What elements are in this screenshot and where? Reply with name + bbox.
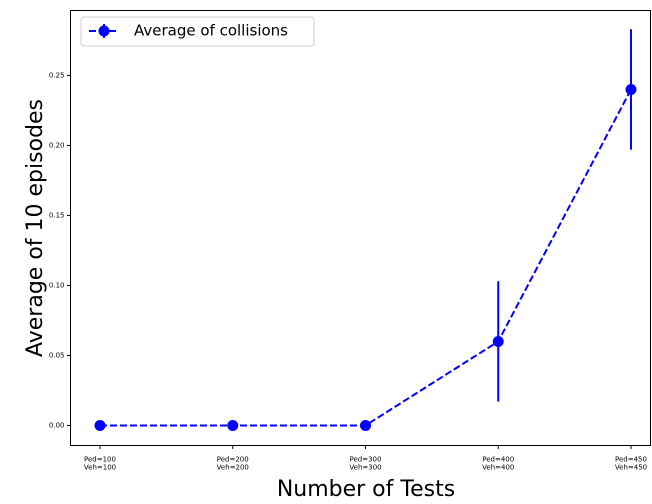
- y-tick-label: 0.20: [49, 141, 65, 149]
- marker: [492, 335, 504, 347]
- x-tick-label: Ped=400 Veh=400: [482, 456, 514, 472]
- marker: [360, 419, 371, 431]
- plot-frame: [70, 10, 651, 446]
- x-tick-label: Ped=200 Veh=200: [217, 456, 249, 472]
- x-tick-label: Ped=450 Veh=450: [615, 456, 647, 472]
- y-tick-label: 0.15: [49, 211, 65, 219]
- y-axis-label: Average of 10 episodes: [23, 99, 48, 357]
- legend-label: Average of collisions: [134, 22, 288, 40]
- y-tick-label: 0.05: [49, 351, 65, 359]
- marker: [94, 419, 106, 431]
- y-tick-label: 0.00: [49, 421, 65, 429]
- x-axis-label: Number of Tests: [277, 477, 455, 502]
- line: [100, 88, 632, 427]
- marker: [625, 83, 637, 95]
- legend-marker: [98, 25, 110, 37]
- x-tick-label: Ped=300 Veh=300: [349, 456, 381, 472]
- legend-box: [80, 16, 315, 47]
- y-tick-label: 0.10: [49, 281, 65, 289]
- x-tick-label: Ped=100 Veh=100: [84, 456, 116, 472]
- marker: [227, 419, 239, 431]
- y-tick-label: 0.25: [49, 71, 65, 79]
